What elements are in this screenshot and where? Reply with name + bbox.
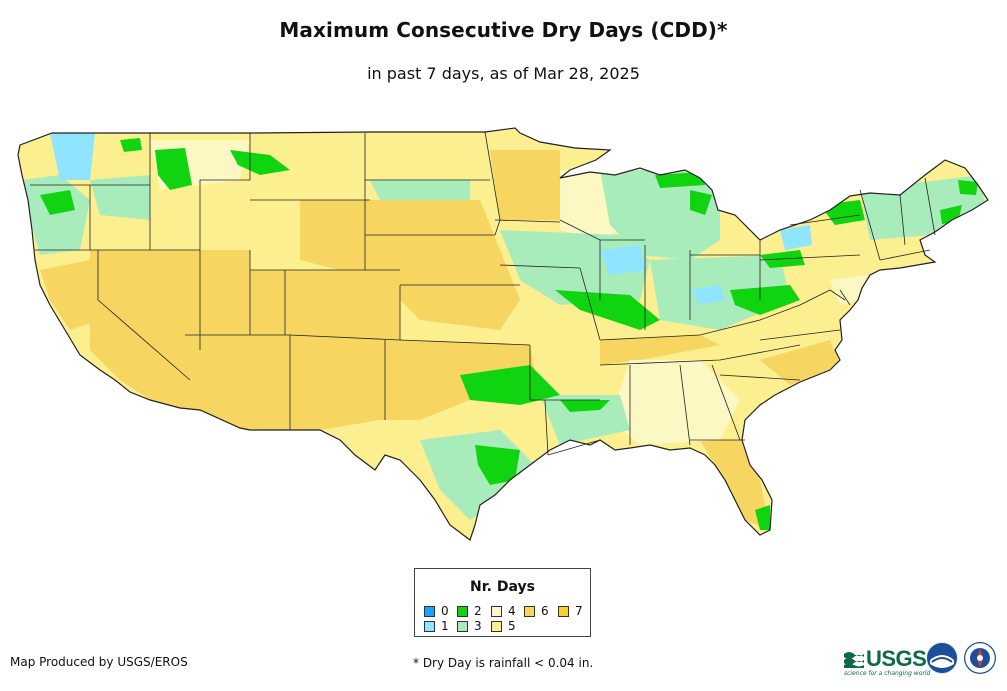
legend-swatch-5 (491, 620, 502, 632)
usgs-tagline: science for a changing world (844, 670, 931, 677)
legend-label-1: 1 (441, 619, 449, 633)
legend-swatch-1 (424, 620, 435, 632)
legend-label-4: 4 (508, 604, 516, 618)
legend-item-7: 7 (558, 604, 583, 618)
map-credit: Map Produced by USGS/EROS (10, 655, 188, 669)
legend-item-3: 3 (457, 619, 482, 633)
nws-seal-icon[interactable] (964, 642, 996, 674)
map-subtitle: in past 7 days, as of Mar 28, 2025 (367, 64, 640, 83)
agency-logos: USGS science for a changing world (842, 640, 1002, 680)
noaa-seal-icon[interactable] (926, 642, 958, 674)
usgs-logo-text: USGS (866, 646, 927, 671)
legend-label-0: 0 (441, 604, 449, 618)
legend-item-4: 4 (491, 604, 516, 618)
map-title: Maximum Consecutive Dry Days (CDD)* (279, 18, 728, 42)
legend-swatch-0 (424, 605, 435, 617)
legend-item-0: 0 (424, 604, 449, 618)
legend: Nr. Days 0 1 2 3 4 5 6 7 (414, 568, 591, 637)
legend-label-6: 6 (541, 604, 549, 618)
legend-swatch-3 (457, 620, 468, 632)
legend-swatch-2 (457, 605, 468, 617)
legend-title: Nr. Days (470, 579, 535, 595)
dry-day-footnote: * Dry Day is rainfall < 0.04 in. (413, 656, 594, 670)
legend-item-2: 2 (457, 604, 482, 618)
legend-swatch-4 (491, 605, 502, 617)
legend-label-5: 5 (508, 619, 516, 633)
legend-item-5: 5 (491, 619, 516, 633)
legend-item-6: 6 (524, 604, 549, 618)
legend-label-3: 3 (474, 619, 482, 633)
legend-label-2: 2 (474, 604, 482, 618)
usgs-logo-icon[interactable]: USGS (844, 646, 927, 672)
legend-label-7: 7 (575, 604, 583, 618)
legend-item-1: 1 (424, 619, 449, 633)
legend-swatch-7 (558, 605, 569, 617)
usgs-wave-icon (844, 652, 864, 668)
legend-swatch-6 (524, 605, 535, 617)
